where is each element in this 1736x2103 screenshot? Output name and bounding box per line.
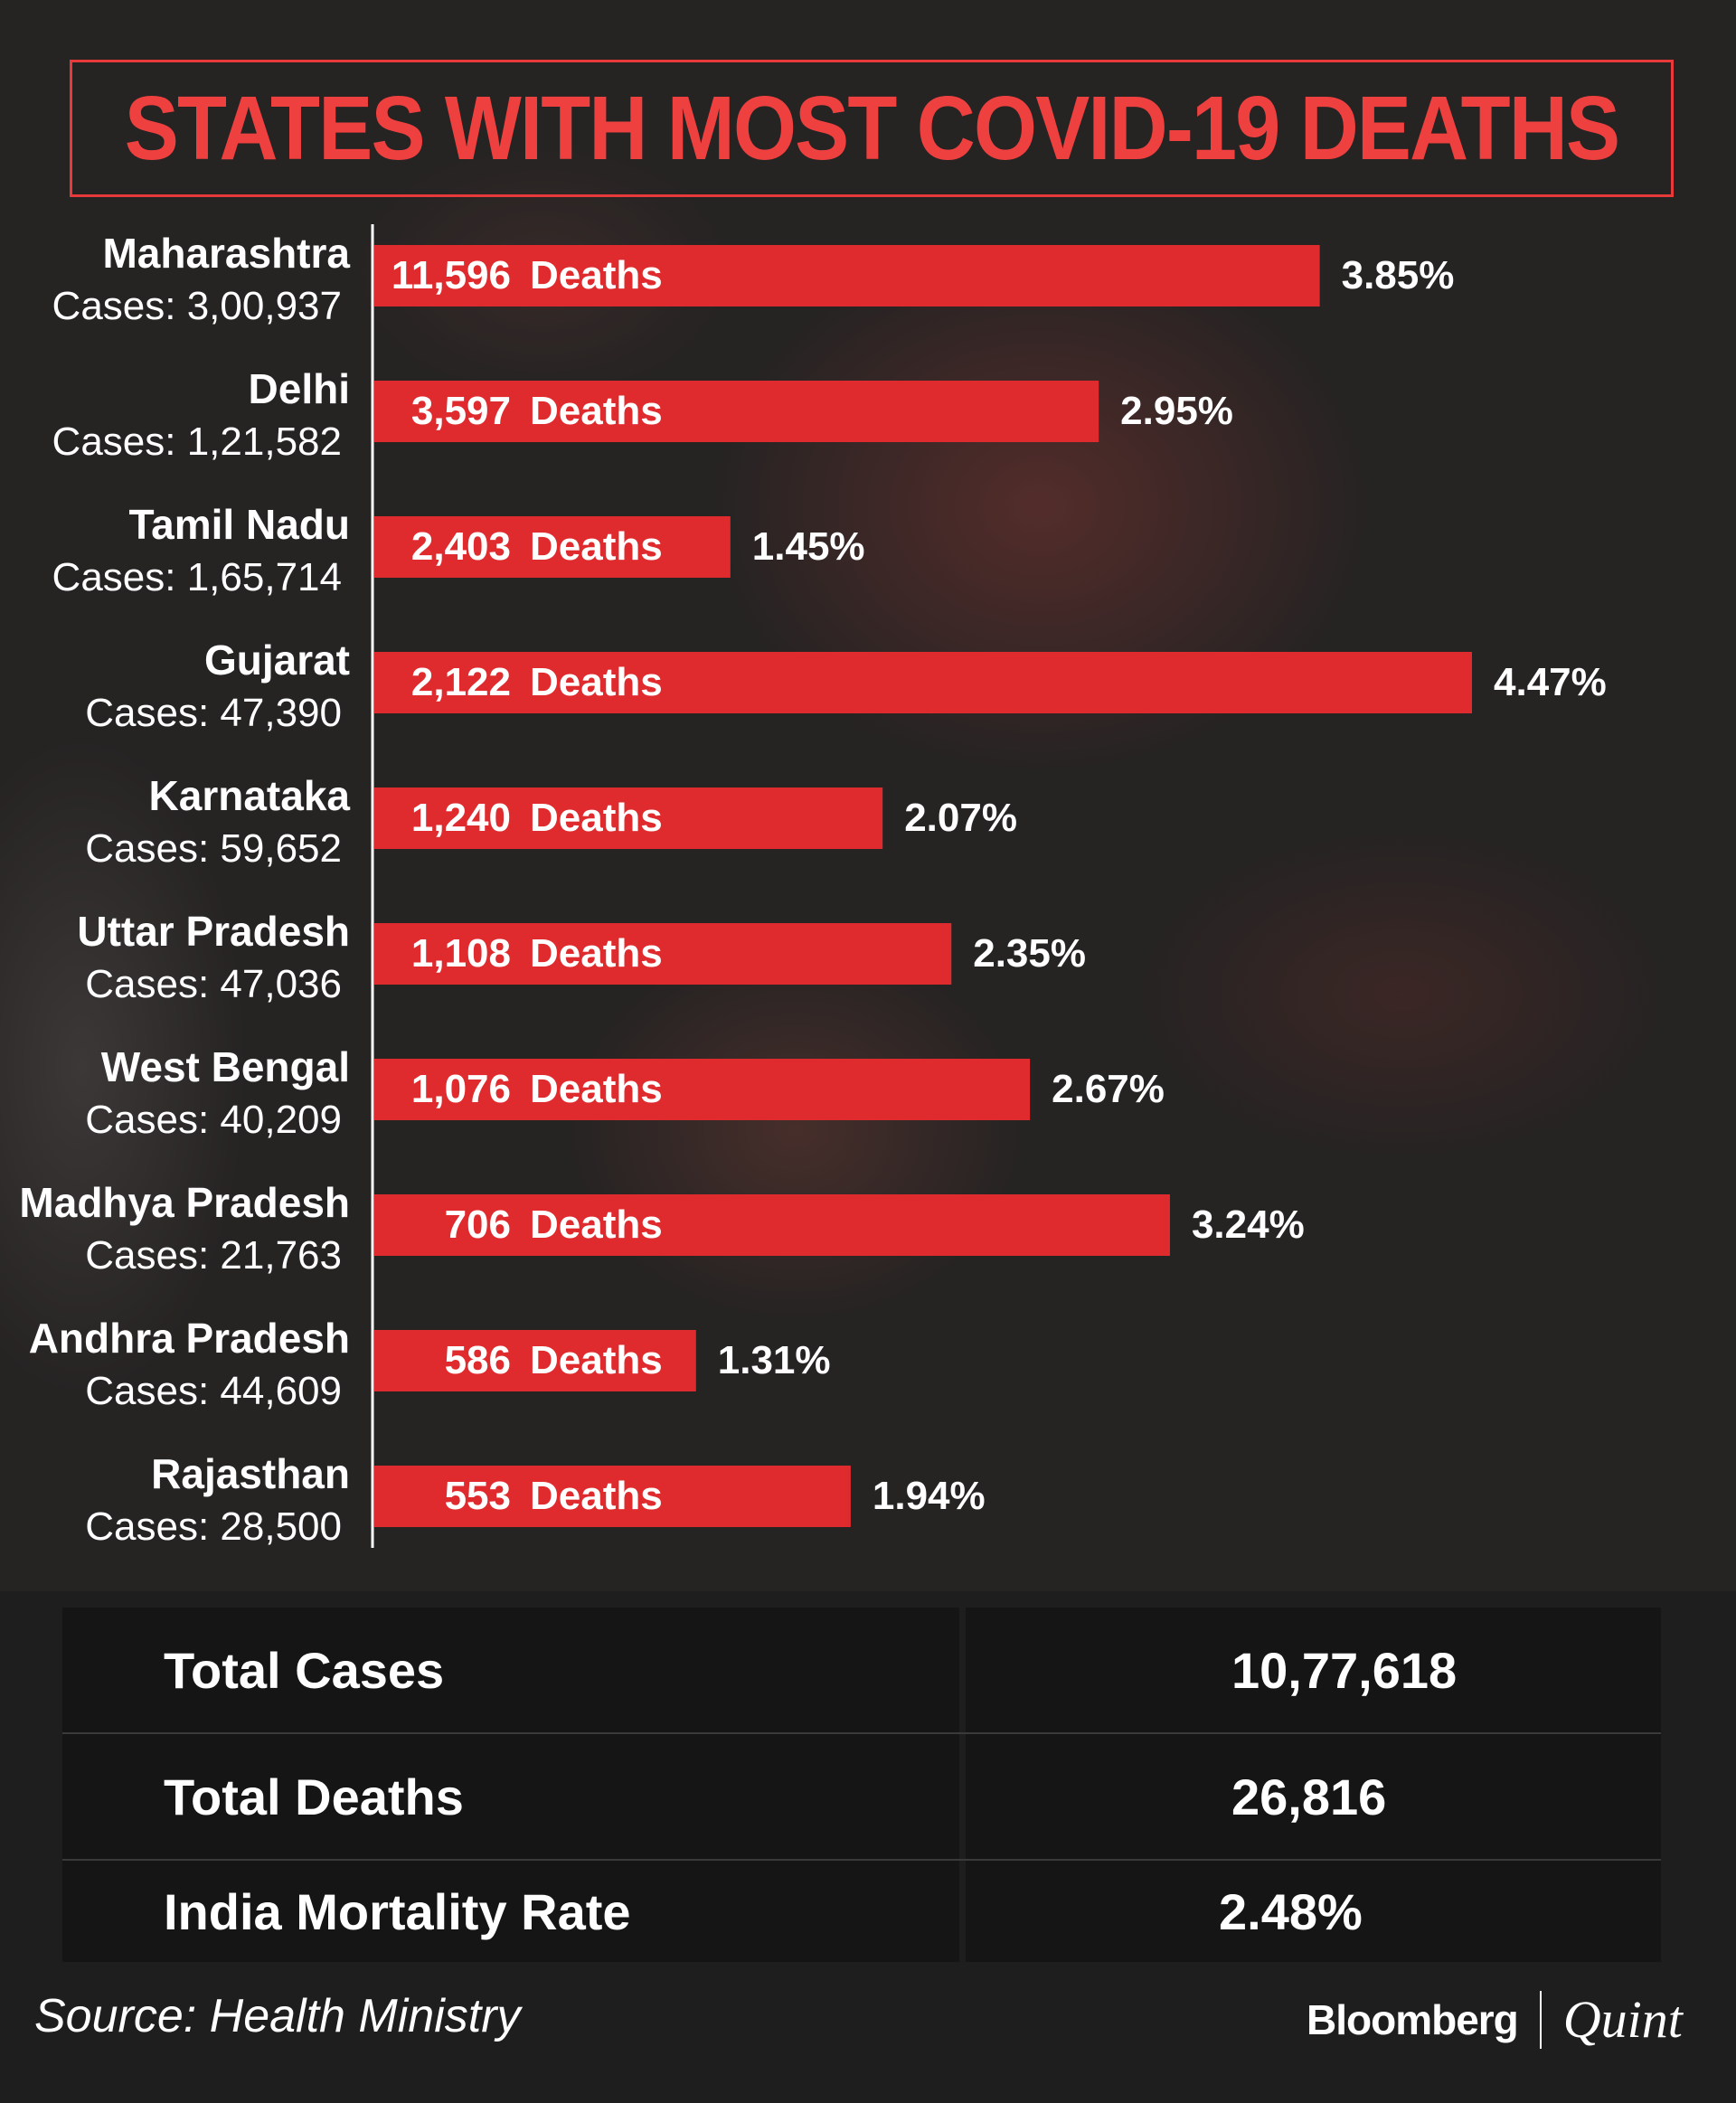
cases-label: Cases: 40,209 [85,1098,342,1142]
deaths-word-label: Deaths [530,389,663,433]
deaths-word-label: Deaths [530,660,663,704]
summary-value: 10,77,618 [966,1608,1661,1732]
brand-divider [1539,1990,1542,2049]
deaths-word-label: Deaths [530,253,663,297]
state-label: Maharashtra [102,230,350,277]
brand-quint: Quint [1562,1990,1683,2049]
title-box: STATES WITH MOST COVID-19 DEATHS [70,60,1674,197]
deaths-count-label: 586 [445,1338,511,1382]
deaths-word-label: Deaths [530,1067,663,1111]
value-label: 4.47% [1494,660,1607,704]
summary-value: 2.48% [966,1861,1661,1962]
value-label: 3.24% [1192,1202,1305,1247]
summary-label: Total Deaths [62,1734,959,1859]
deaths-word-label: Deaths [530,1202,663,1247]
deaths-count-label: 2,403 [411,524,511,569]
brand-bloomberg: Bloomberg [1307,1995,1519,2043]
cases-label: Cases: 47,390 [85,691,342,735]
cases-label: Cases: 21,763 [85,1233,342,1278]
state-label: Madhya Pradesh [19,1179,350,1226]
cases-label: Cases: 28,500 [85,1504,342,1549]
value-label: 3.85% [1342,253,1455,297]
summary-label: India Mortality Rate [62,1861,959,1962]
deaths-count-label: 1,076 [411,1067,511,1111]
cases-label: Cases: 3,00,937 [52,284,342,328]
summary-row-mortality-rate: India Mortality Rate 2.48% [62,1861,1661,1962]
value-label: 1.45% [752,524,865,569]
bar [374,1194,1170,1256]
deaths-count-label: 553 [445,1474,511,1518]
deaths-word-label: Deaths [530,524,663,569]
value-label: 2.35% [973,931,1086,976]
bar [374,787,883,849]
deaths-count-label: 11,596 [392,253,511,297]
cases-label: Cases: 59,652 [85,826,342,871]
bar [374,516,731,578]
cases-label: Cases: 1,65,714 [52,555,342,599]
summary-label: Total Cases [62,1608,959,1732]
cases-label: Cases: 1,21,582 [52,420,342,464]
summary-table: Total Cases 10,77,618 Total Deaths 26,81… [62,1608,1661,1962]
value-label: 2.67% [1052,1067,1165,1111]
deaths-count-label: 1,240 [411,796,511,840]
state-label: Delhi [249,365,350,412]
source-note: Source: Health Ministry [34,1990,521,2042]
state-label: Karnataka [149,772,351,819]
cases-label: Cases: 47,036 [85,962,342,1006]
summary-value: 26,816 [966,1734,1661,1859]
bar [374,381,1099,442]
value-label: 2.95% [1120,389,1233,433]
deaths-count-label: 2,122 [411,660,511,704]
deaths-count-label: 3,597 [411,389,511,433]
chart-title: STATES WITH MOST COVID-19 DEATHS [124,77,1620,179]
bar-chart: Maharashtra Cases: 3,00,937 11,596 Deaths 3.… [19,224,1607,1549]
deaths-count-label: 1,108 [411,931,511,976]
bar [374,923,952,985]
value-label: 1.94% [873,1474,986,1518]
bar [374,1466,851,1527]
bar [374,245,1320,306]
deaths-word-label: Deaths [530,796,663,840]
deaths-word-label: Deaths [530,1338,663,1382]
value-label: 2.07% [904,796,1017,840]
state-label: Gujarat [204,637,350,684]
cases-label: Cases: 44,609 [85,1369,342,1413]
bar [374,1330,696,1391]
bar [374,652,1472,713]
value-label: 1.31% [718,1338,831,1382]
state-label: Rajasthan [151,1450,350,1497]
summary-row-total-deaths: Total Deaths 26,816 [62,1734,1661,1861]
deaths-word-label: Deaths [530,1474,663,1518]
brand-logo: Bloomberg Quint [1307,1989,1683,2050]
bar [374,1059,1031,1120]
state-label: Andhra Pradesh [29,1315,350,1362]
state-label: Tamil Nadu [128,501,350,548]
deaths-count-label: 706 [445,1202,511,1247]
deaths-word-label: Deaths [530,931,663,976]
summary-row-total-cases: Total Cases 10,77,618 [62,1608,1661,1734]
state-label: Uttar Pradesh [77,908,350,955]
state-label: West Bengal [101,1043,350,1090]
